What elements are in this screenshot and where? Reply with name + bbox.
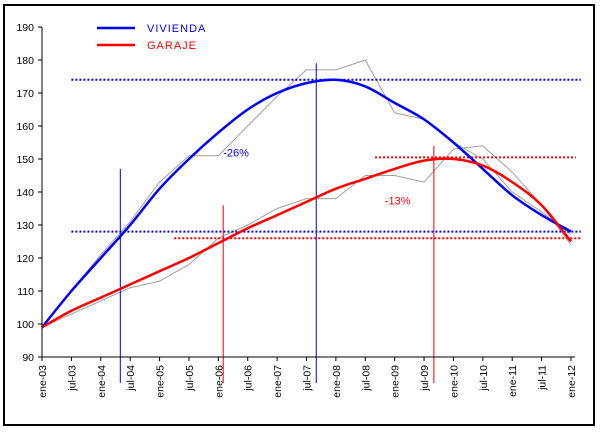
y-tick-label: 190 <box>16 22 34 34</box>
x-tick-label: ene-07 <box>272 365 284 398</box>
chart-frame <box>3 4 595 426</box>
x-tick-label: ene-03 <box>37 365 49 398</box>
x-tick-label: ene-10 <box>448 365 460 398</box>
x-tick-label: jul-05 <box>184 365 196 392</box>
y-tick-label: 160 <box>16 121 34 133</box>
y-tick-label: 130 <box>16 220 34 232</box>
x-tick-label: jul-10 <box>478 365 490 392</box>
x-tick-label: jul-04 <box>125 365 137 392</box>
x-tick-label: ene-12 <box>566 365 578 398</box>
y-tick-label: 140 <box>16 187 34 199</box>
y-tick-label: 170 <box>16 88 34 100</box>
x-tick-label: ene-04 <box>96 365 108 398</box>
x-tick-label: jul-11 <box>537 365 549 391</box>
annotation-label: -13% <box>385 195 411 207</box>
x-tick-label: jul-06 <box>243 365 255 392</box>
series-line-vivienda <box>41 78 572 329</box>
x-tick-label: jul-08 <box>360 365 372 392</box>
x-tick-label: jul-09 <box>419 365 431 392</box>
y-tick-label: 90 <box>22 352 34 364</box>
x-tick-label: jul-07 <box>302 365 314 392</box>
x-tick-label: jul-03 <box>66 365 78 392</box>
x-tick-label: ene-06 <box>213 365 225 398</box>
raw-series-line-0 <box>41 59 572 328</box>
x-tick-label: ene-09 <box>390 365 402 398</box>
raw-series-line-1 <box>41 145 572 328</box>
series-line-garaje <box>41 157 572 329</box>
y-tick-label: 110 <box>17 286 34 298</box>
y-tick-label: 180 <box>16 55 34 67</box>
y-tick-label: 150 <box>16 154 34 166</box>
annotation-label: -26% <box>223 147 249 159</box>
legend-label-vivienda: VIVIENDA <box>147 23 206 35</box>
x-tick-label: ene-08 <box>331 365 343 398</box>
x-tick-label: ene-11 <box>507 365 519 397</box>
legend-label-garaje: GARAJE <box>147 40 197 52</box>
x-tick-label: ene-05 <box>155 365 167 398</box>
y-tick-label: 100 <box>16 319 34 331</box>
y-tick-label: 120 <box>16 253 34 265</box>
